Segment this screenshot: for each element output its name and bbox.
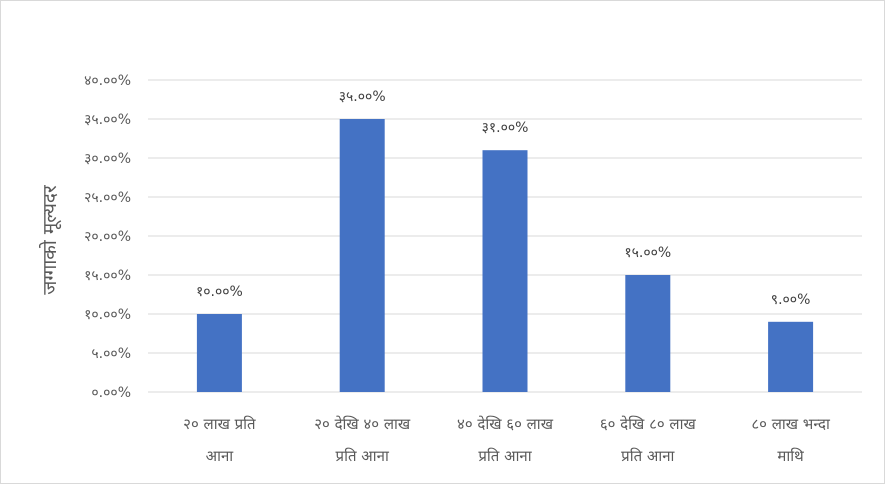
y-tick-label: ३५.००% <box>84 112 131 128</box>
y-tick-label: ४०.००% <box>84 73 131 89</box>
y-tick-label: ०.००% <box>91 385 131 401</box>
x-tick-label: २० लाख प्रति <box>183 415 256 433</box>
y-tick-label: २०.००% <box>84 229 131 245</box>
x-tick-label: २० देखि ४० लाख <box>314 415 411 433</box>
bar <box>196 314 242 392</box>
x-tick-label: माथि <box>777 447 804 465</box>
x-tick-label: आना <box>206 447 235 465</box>
bar <box>768 321 814 392</box>
bar <box>482 150 528 392</box>
y-tick-label: ५.००% <box>91 346 131 362</box>
x-tick-label: ४० देखि ६० लाख <box>457 415 554 433</box>
y-tick-label: १०.००% <box>84 307 131 323</box>
bar <box>339 119 385 392</box>
data-label: १०.००% <box>196 284 243 300</box>
x-tick-label: प्रति आना <box>621 447 675 465</box>
y-tick-label: ३०.००% <box>84 151 131 167</box>
x-tick-label: ८० लाख भन्दा <box>751 415 831 433</box>
x-tick-label: प्रति आना <box>478 447 532 465</box>
y-tick-label: २५.००% <box>84 190 131 206</box>
x-tick-label: ६० देखि ८० लाख <box>600 415 697 433</box>
x-tick-label: प्रति आना <box>336 447 390 465</box>
bar <box>625 275 671 392</box>
data-label: ३१.००% <box>482 120 529 136</box>
data-label: १५.००% <box>624 245 671 261</box>
data-label: ९.००% <box>771 292 811 308</box>
y-tick-label: १५.००% <box>84 268 131 284</box>
data-label: ३५.००% <box>339 89 386 105</box>
